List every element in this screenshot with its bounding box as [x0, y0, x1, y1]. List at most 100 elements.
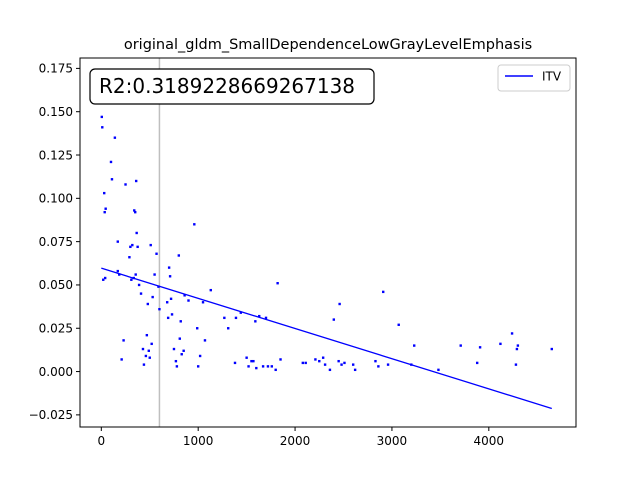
data-point-72	[247, 365, 250, 368]
data-point-23	[134, 273, 137, 276]
data-point-98	[353, 368, 357, 372]
data-point-109	[478, 346, 482, 349]
data-point-12	[118, 273, 121, 276]
data-point-30	[142, 363, 146, 366]
data-point-14	[122, 339, 125, 342]
data-point-15	[124, 183, 127, 186]
data-point-54	[179, 320, 182, 323]
data-point-27	[137, 283, 141, 287]
data-point-113	[515, 347, 519, 351]
data-point-68	[233, 361, 237, 365]
data-point-73	[250, 359, 253, 363]
data-point-3	[103, 210, 106, 214]
data-point-58	[187, 299, 190, 302]
data-point-95	[340, 363, 343, 366]
data-point-91	[328, 368, 332, 372]
data-point-101	[382, 290, 385, 294]
data-point-17	[129, 245, 132, 249]
data-point-107	[459, 344, 462, 347]
legend: ITV	[497, 64, 571, 92]
data-point-66	[223, 316, 226, 320]
x-tick-label: 0	[97, 434, 105, 448]
data-point-67	[227, 327, 230, 330]
x-tick-label: 3000	[377, 434, 408, 448]
data-point-33	[146, 302, 150, 306]
data-point-86	[304, 361, 307, 365]
legend-frame	[497, 64, 571, 92]
data-point-102	[386, 363, 390, 366]
data-point-63	[201, 301, 205, 304]
data-point-106	[437, 368, 440, 372]
data-point-75	[254, 320, 257, 323]
y-tick-label: 0.025	[39, 322, 73, 336]
data-point-16	[128, 256, 131, 259]
data-point-99	[374, 359, 377, 363]
y-tick-label: 0.150	[39, 105, 73, 119]
data-point-53	[178, 337, 181, 340]
data-point-84	[279, 358, 282, 361]
data-point-114	[516, 344, 520, 347]
data-point-21	[133, 209, 136, 212]
data-point-19	[131, 243, 134, 247]
data-point-94	[338, 302, 341, 306]
data-point-42	[158, 307, 161, 311]
data-point-37	[150, 342, 153, 346]
data-point-2	[103, 191, 106, 195]
data-point-26	[136, 245, 139, 249]
data-point-64	[203, 339, 207, 342]
data-point-85	[301, 361, 305, 365]
data-point-111	[510, 332, 514, 335]
data-point-41	[157, 285, 160, 288]
data-point-80	[266, 365, 270, 368]
data-point-87	[314, 358, 317, 361]
data-point-45	[167, 266, 171, 269]
data-point-56	[182, 349, 185, 352]
data-point-82	[274, 368, 277, 372]
data-point-100	[377, 365, 380, 368]
data-point-57	[183, 294, 186, 297]
data-point-69	[234, 316, 238, 320]
data-point-11	[116, 269, 119, 273]
r2-annotation-box	[89, 68, 375, 105]
data-point-47	[169, 297, 173, 301]
data-point-13	[120, 358, 123, 361]
data-point-43	[165, 301, 169, 304]
data-point-24	[134, 179, 138, 183]
data-point-22	[134, 210, 137, 214]
data-point-51	[175, 365, 179, 368]
y-tick-label: 0.125	[39, 148, 73, 162]
data-point-110	[499, 342, 502, 346]
data-point-105	[413, 344, 416, 347]
data-point-10	[116, 240, 119, 243]
data-point-44	[166, 316, 170, 320]
x-tick-label: 1000	[183, 434, 214, 448]
data-point-0	[100, 115, 103, 119]
data-point-74	[252, 359, 255, 363]
data-point-103	[397, 323, 400, 326]
data-point-29	[141, 347, 145, 351]
data-point-40	[155, 252, 158, 255]
data-point-97	[351, 363, 355, 366]
data-point-38	[151, 295, 154, 299]
data-point-8	[110, 178, 114, 181]
chart-title: original_gldm_SmallDependenceLowGrayLeve…	[124, 37, 532, 53]
data-point-31	[144, 354, 148, 358]
data-point-39	[153, 273, 156, 276]
data-point-92	[332, 318, 336, 321]
data-point-71	[245, 356, 248, 359]
data-point-81	[270, 365, 274, 368]
data-point-93	[337, 359, 340, 363]
data-point-112	[514, 363, 518, 366]
data-point-79	[264, 316, 268, 320]
data-point-62	[198, 354, 202, 358]
r2-annotation: R2:0.3189228669267138	[89, 68, 375, 105]
x-tick-label: 2000	[280, 434, 311, 448]
data-point-32	[145, 333, 149, 337]
data-point-115	[550, 347, 553, 351]
data-point-46	[168, 275, 172, 278]
data-point-70	[239, 311, 243, 314]
data-point-36	[149, 243, 152, 247]
data-point-90	[323, 363, 327, 366]
y-tick-label: 0.100	[39, 192, 73, 206]
